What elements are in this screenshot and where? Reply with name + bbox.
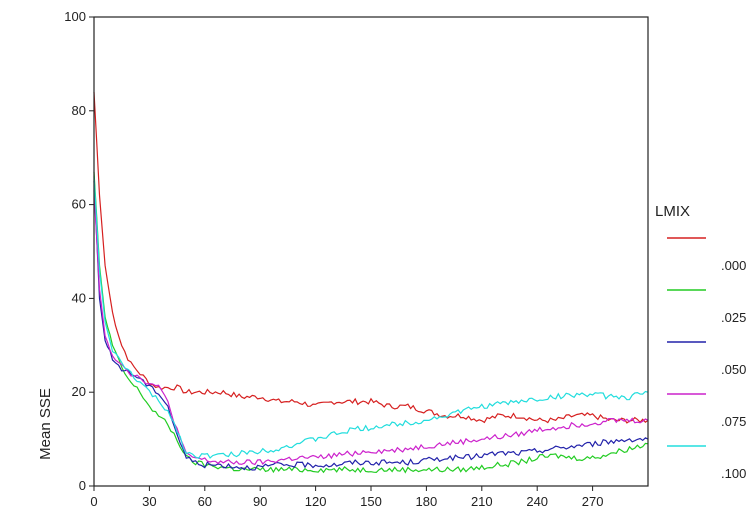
y-tick-label: 0 [79, 478, 86, 493]
x-tick-label: 30 [142, 494, 156, 509]
legend: LMIX .000 .025 .050 .075 .100 [655, 203, 746, 481]
y-axis-label: Mean SSE [37, 388, 54, 460]
x-tick-label: 240 [526, 494, 548, 509]
x-tick-label: 180 [416, 494, 438, 509]
legend-title: LMIX [655, 203, 690, 220]
legend-label-3: .075 [721, 414, 746, 429]
series-lines [93, 91, 649, 474]
x-tick-label: 120 [305, 494, 327, 509]
x-tick-label: 0 [90, 494, 97, 509]
x-tick-label: 90 [253, 494, 267, 509]
series-line-4 [93, 176, 649, 460]
y-tick-label: 80 [72, 103, 86, 118]
y-tick-label: 40 [72, 290, 86, 305]
x-tick-label: 210 [471, 494, 493, 509]
x-tick-label: 150 [360, 494, 382, 509]
series-line-3 [93, 190, 649, 466]
y-axis-ticks: 0 20 40 60 80 100 [64, 9, 94, 493]
series-line-0 [93, 91, 649, 424]
x-axis-ticks: 0 30 60 90 120 150 180 210 240 270 [90, 486, 603, 509]
x-tick-label: 270 [582, 494, 604, 509]
y-tick-label: 100 [64, 9, 86, 24]
legend-label-4: .100 [721, 466, 746, 481]
legend-label-2: .050 [721, 362, 746, 377]
legend-label-1: .025 [721, 310, 746, 325]
y-tick-label: 60 [72, 197, 86, 212]
y-tick-label: 20 [72, 384, 86, 399]
series-line-2 [93, 181, 649, 471]
series-line-1 [93, 171, 649, 474]
x-tick-label: 60 [198, 494, 212, 509]
plot-frame [93, 16, 649, 487]
legend-label-0: .000 [721, 258, 746, 273]
